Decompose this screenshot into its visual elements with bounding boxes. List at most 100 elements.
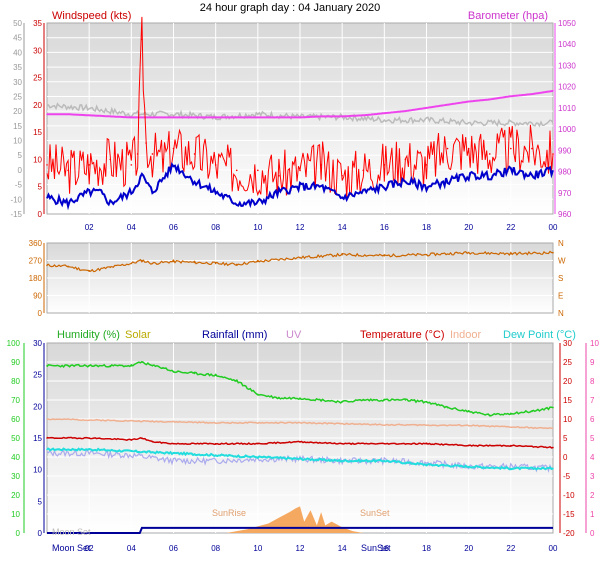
temperature-tick-label: 20 xyxy=(563,377,572,386)
point-temperature xyxy=(425,442,428,445)
annotation-moonset: Moon Set xyxy=(52,543,91,553)
point-dewpoint xyxy=(257,456,259,458)
x-tick-label: 04 xyxy=(127,223,136,232)
wind-inner-tick-label: 5 xyxy=(38,183,43,192)
point-dewpoint xyxy=(88,448,90,451)
x-tick-label: 22 xyxy=(506,223,515,232)
x-tick-label: 16 xyxy=(380,223,389,232)
wind-outer-tick-label: 20 xyxy=(13,107,22,116)
x-tick-labels-temp: 02 04 06 08 10 12 14 16 18 20 22 00 xyxy=(85,544,558,553)
rainfall-tick-label: 0 xyxy=(38,529,43,538)
point-dewpoint xyxy=(510,467,512,470)
point-wind-direction xyxy=(235,263,238,266)
compass-tick-label: N xyxy=(558,309,564,318)
point-barometer xyxy=(46,113,48,116)
point-dewpoint xyxy=(172,452,175,455)
point-barometer xyxy=(88,114,90,117)
legend-rainfall: Rainfall (mm) xyxy=(202,329,267,341)
uv-tick-label: 3 xyxy=(590,472,595,481)
direction-series-group xyxy=(46,250,554,273)
uv-tick-label: 10 xyxy=(590,339,599,348)
rainfall-tick-label: 15 xyxy=(33,434,42,443)
x-tick-label: 00 xyxy=(549,544,558,553)
series-solar xyxy=(226,506,364,533)
uv-tick-label: 6 xyxy=(590,415,595,424)
annotation-sunrise: SunRise xyxy=(212,508,246,518)
wind-inner-tick-labels: 35 30 25 20 15 10 5 0 xyxy=(33,19,42,219)
wind-outer-tick-label: 35 xyxy=(13,63,22,72)
point-windspeed xyxy=(67,169,69,172)
legend-indoor: Indoor xyxy=(450,329,482,341)
x-tick-label: 10 xyxy=(253,544,262,553)
legend-dewpoint: Dew Point (°C) xyxy=(503,329,576,341)
x-tick-label: 02 xyxy=(85,223,94,232)
point-wind-direction xyxy=(341,253,343,256)
legend-uv: UV xyxy=(286,329,302,341)
direction-tick-label: 180 xyxy=(29,274,43,283)
point-windspeed xyxy=(88,164,90,166)
point-humidity xyxy=(510,412,512,415)
wind-inner-tick-label: 10 xyxy=(33,155,42,164)
x-tick-label: 18 xyxy=(422,223,431,232)
humidity-tick-label: 100 xyxy=(7,339,21,348)
point-temperature xyxy=(383,442,386,445)
point-temperature xyxy=(214,442,217,445)
direction-tick-label: 90 xyxy=(33,292,42,301)
point-barometer xyxy=(172,116,175,119)
point-windspeed xyxy=(193,153,196,155)
compass-tick-label: E xyxy=(558,292,563,301)
point-humidity xyxy=(467,410,470,413)
wind-inner-tick-label: 0 xyxy=(38,210,43,219)
humidity-tick-label: 10 xyxy=(11,510,20,519)
humidity-tick-label: 20 xyxy=(11,491,20,500)
point-humidity xyxy=(552,406,554,409)
barometer-tick-label: 1030 xyxy=(558,61,576,70)
point-windspeed xyxy=(362,169,365,172)
compass-tick-label: S xyxy=(558,274,563,283)
legend-windspeed: Windspeed (kts) xyxy=(52,10,131,22)
rainfall-tick-label: 10 xyxy=(33,466,42,475)
point-humidity xyxy=(362,399,365,401)
point-wind-direction xyxy=(88,270,90,272)
humidity-tick-label: 50 xyxy=(11,434,20,443)
wind-outer-tick-label: 10 xyxy=(13,137,22,146)
uv-tick-label: 4 xyxy=(590,453,595,462)
wind-series-group xyxy=(46,16,554,211)
point-barometer xyxy=(109,115,112,118)
point-humidity xyxy=(488,414,491,417)
point-windspeed xyxy=(531,147,533,150)
temperature-tick-label: -15 xyxy=(563,510,575,519)
temperature-tick-label: -10 xyxy=(563,491,575,500)
point-wind-direction xyxy=(141,259,143,262)
rainfall-tick-label: 5 xyxy=(38,497,43,506)
wind-outer-tick-label: 5 xyxy=(18,151,23,160)
point-humidity xyxy=(299,397,301,399)
point-wind-direction xyxy=(425,253,428,256)
point-humidity xyxy=(67,365,69,367)
point-wind-direction xyxy=(257,260,259,263)
barometer-tick-label: 970 xyxy=(558,189,572,198)
point-windspeed xyxy=(257,169,259,172)
point-windspeed xyxy=(299,169,301,172)
temperature-tick-label: 15 xyxy=(563,396,572,405)
rainfall-tick-label: 20 xyxy=(33,402,42,411)
temperature-tick-label: -20 xyxy=(563,529,575,538)
point-humidity xyxy=(531,410,533,413)
barometer-tick-label: 980 xyxy=(558,168,572,177)
series-rainfall xyxy=(47,526,553,534)
point-temperature xyxy=(141,437,143,439)
point-humidity xyxy=(404,399,407,401)
annotation-moonset-top: Moon Set xyxy=(52,527,91,537)
uv-tick-label: 8 xyxy=(590,377,595,386)
point-humidity xyxy=(162,366,164,369)
point-temperature xyxy=(510,444,512,447)
barometer-tick-label: 1040 xyxy=(558,40,576,49)
wind-inner-tick-label: 15 xyxy=(33,128,42,137)
x-tick-label: 04 xyxy=(127,544,136,553)
uv-tick-label: 9 xyxy=(590,358,595,367)
point-windspeed xyxy=(172,147,175,150)
point-windspeed xyxy=(278,175,280,177)
point-barometer xyxy=(341,115,343,118)
point-windspeed xyxy=(383,164,386,166)
temperature-tick-labels: 30 25 20 15 10 5 0 -5 -10 -15 -20 xyxy=(563,339,575,538)
